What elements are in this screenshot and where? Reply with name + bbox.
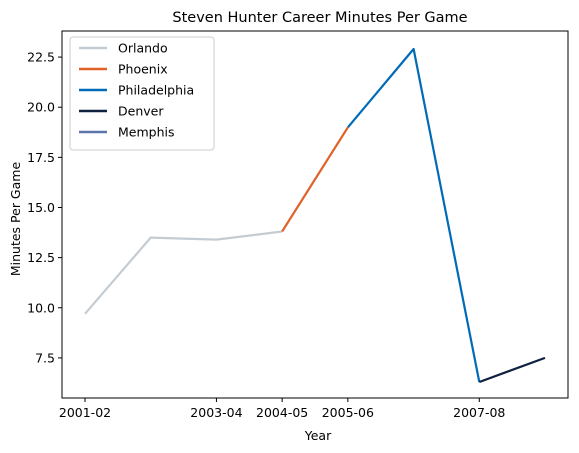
y-tick-label: 22.5	[27, 50, 55, 65]
y-tick-label: 15.0	[27, 200, 55, 215]
x-axis: 2001-02 2003-04 2004-05 2005-06 2007-08	[59, 398, 505, 420]
legend-label-memphis: Memphis	[118, 125, 175, 140]
x-tick-label: 2001-02	[59, 405, 111, 420]
legend-box	[69, 36, 215, 151]
y-tick-label: 7.5	[35, 350, 55, 365]
x-tick-label: 2004-05	[256, 405, 308, 420]
plot-area	[61, 30, 569, 399]
x-tick-label: 2007-08	[453, 405, 505, 420]
legend-label-denver: Denver	[118, 104, 164, 119]
legend-label-philadelphia: Philadelphia	[118, 83, 194, 98]
y-tick-label: 10.0	[27, 300, 55, 315]
x-axis-label: Year	[304, 428, 332, 443]
y-tick-label: 20.0	[27, 100, 55, 115]
y-tick-label: 12.5	[27, 250, 55, 265]
legend-label-phoenix: Phoenix	[118, 62, 168, 77]
series-line-denver	[478, 356, 546, 384]
legend-label-orlando: Orlando	[118, 41, 168, 56]
series-line-orlando	[84, 230, 283, 315]
x-tick-label: 2005-06	[322, 405, 374, 420]
y-tick-label: 17.5	[27, 150, 55, 165]
y-axis-label: Minutes Per Game	[8, 162, 23, 277]
y-axis: 7.5 10.0 12.5 15.0 17.5 20.0 22.5	[27, 50, 62, 365]
series-layer	[84, 47, 546, 384]
legend: Orlando Phoenix Philadelphia Denver Memphis	[69, 36, 215, 151]
series-line-philadelphia	[347, 47, 481, 383]
series-line-phoenix	[281, 126, 349, 233]
chart-title: Steven Hunter Career Minutes Per Game	[172, 10, 467, 26]
x-tick-label: 2003-04	[190, 405, 242, 420]
